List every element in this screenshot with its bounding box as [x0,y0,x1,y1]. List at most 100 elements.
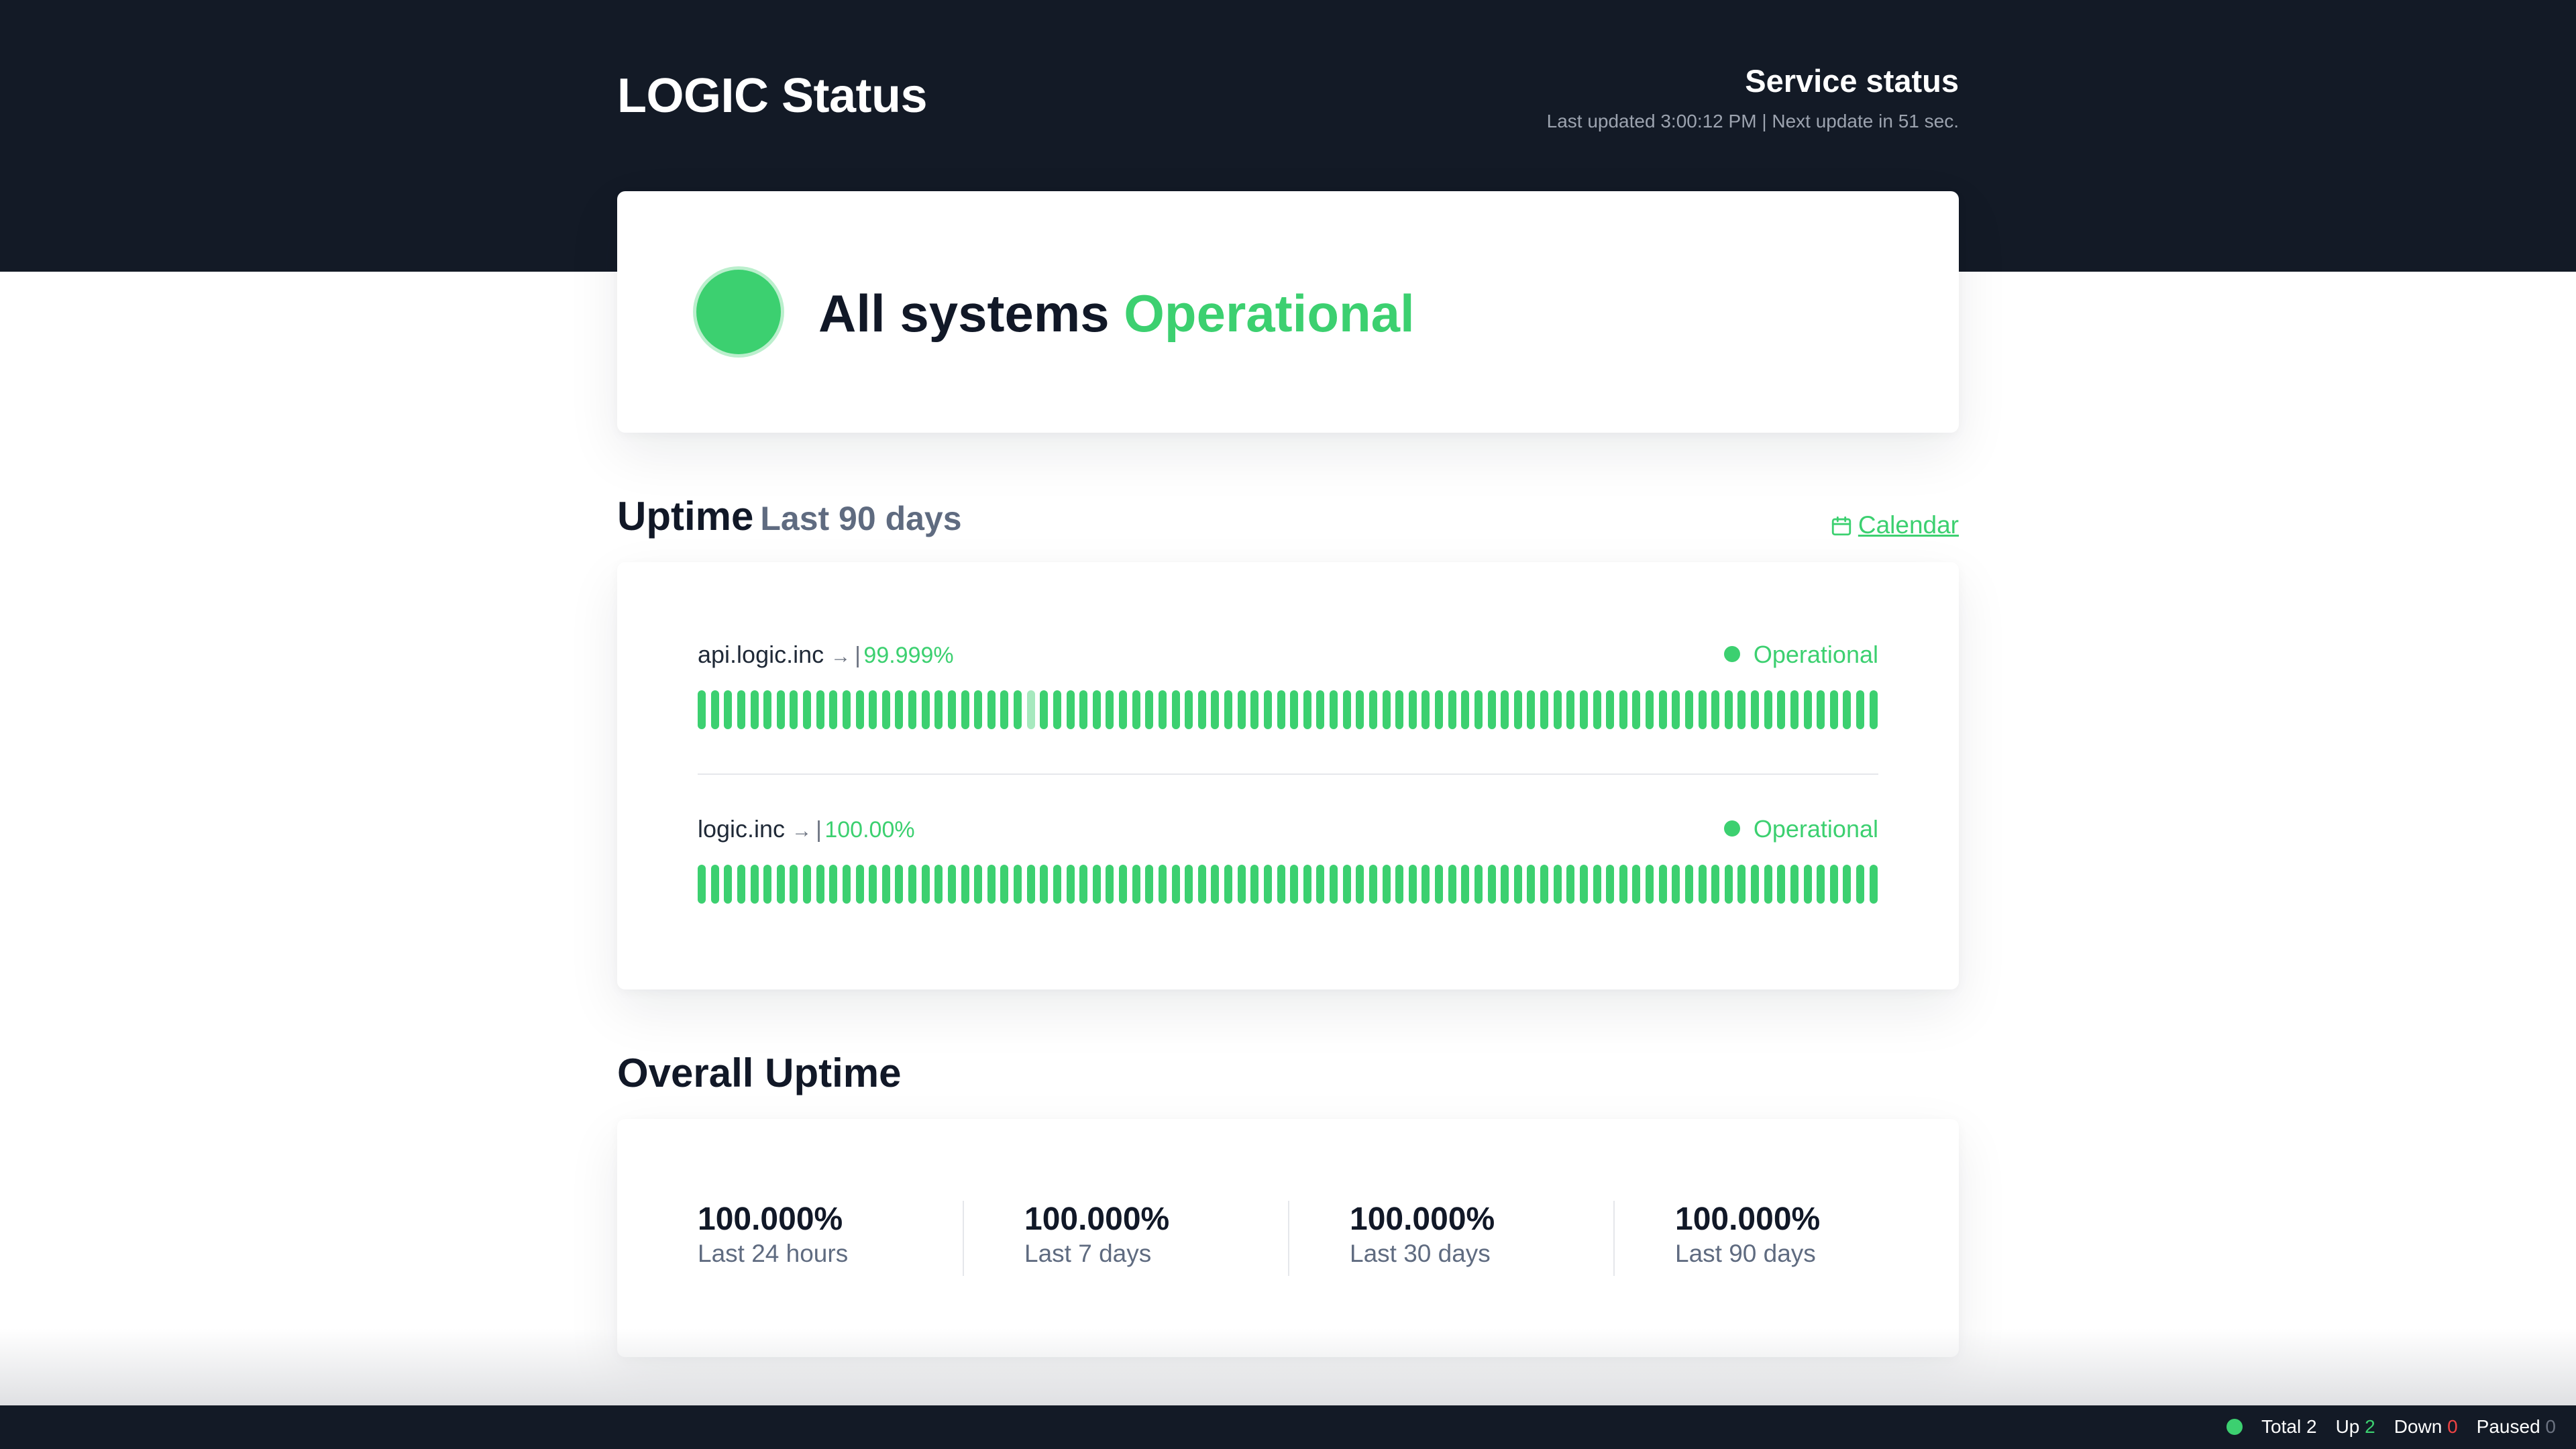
uptime-day-bar[interactable] [1382,690,1391,729]
uptime-day-bar[interactable] [763,690,772,729]
uptime-day-bar[interactable] [1092,690,1101,729]
uptime-day-bar[interactable] [1171,690,1180,729]
uptime-day-bar[interactable] [855,690,864,729]
uptime-day-bar[interactable] [1435,690,1443,729]
uptime-day-bar[interactable] [1869,865,1878,904]
uptime-day-bar[interactable] [974,865,983,904]
uptime-day-bar[interactable] [1000,690,1009,729]
uptime-day-bar[interactable] [1777,690,1786,729]
uptime-day-bar[interactable] [1368,865,1377,904]
uptime-day-bar[interactable] [1211,865,1220,904]
uptime-day-bar[interactable] [1579,690,1588,729]
uptime-day-bar[interactable] [961,865,969,904]
uptime-day-bar[interactable] [987,865,996,904]
uptime-day-bar[interactable] [947,865,956,904]
uptime-day-bar[interactable] [816,865,824,904]
uptime-day-bar[interactable] [1421,690,1430,729]
uptime-day-bar[interactable] [1211,690,1220,729]
uptime-day-bar[interactable] [1790,690,1799,729]
uptime-day-bar[interactable] [1224,865,1232,904]
uptime-day-bar[interactable] [1817,690,1825,729]
uptime-day-bar[interactable] [1395,690,1404,729]
uptime-day-bar[interactable] [1843,865,1851,904]
uptime-day-bar[interactable] [1829,690,1838,729]
uptime-day-bar[interactable] [1145,865,1154,904]
uptime-day-bar[interactable] [1540,690,1548,729]
uptime-day-bar[interactable] [1474,690,1483,729]
uptime-day-bar[interactable] [1474,865,1483,904]
uptime-day-bar[interactable] [1290,865,1299,904]
uptime-day-bar[interactable] [1646,865,1654,904]
uptime-day-bar[interactable] [1487,690,1496,729]
uptime-day-bar[interactable] [1171,865,1180,904]
uptime-day-bar[interactable] [1540,865,1548,904]
uptime-day-bar[interactable] [1197,865,1206,904]
uptime-day-bar[interactable] [1869,690,1878,729]
uptime-day-bar[interactable] [1197,690,1206,729]
uptime-day-bar[interactable] [829,865,838,904]
uptime-day-bar[interactable] [1421,865,1430,904]
uptime-day-bar[interactable] [1764,690,1772,729]
uptime-day-bar[interactable] [1106,865,1114,904]
uptime-day-bar[interactable] [1632,690,1641,729]
uptime-day-bar[interactable] [1263,690,1272,729]
uptime-day-bar[interactable] [1803,865,1812,904]
uptime-day-bar[interactable] [881,690,890,729]
uptime-day-bar[interactable] [1711,690,1720,729]
uptime-day-bar[interactable] [1737,865,1746,904]
calendar-link[interactable]: Calendar [1830,511,1959,539]
uptime-day-bar[interactable] [1316,690,1325,729]
uptime-day-bar[interactable] [947,690,956,729]
uptime-day-bar[interactable] [1856,690,1864,729]
uptime-day-bar[interactable] [1224,690,1232,729]
uptime-day-bar[interactable] [1527,690,1536,729]
uptime-day-bar[interactable] [1513,690,1522,729]
uptime-day-bar[interactable] [1368,690,1377,729]
uptime-day-bar[interactable] [1053,865,1061,904]
uptime-day-bar[interactable] [1724,690,1733,729]
uptime-day-bar[interactable] [1619,865,1627,904]
uptime-day-bar[interactable] [1684,690,1693,729]
uptime-day-bar[interactable] [1843,690,1851,729]
uptime-day-bar[interactable] [1342,690,1351,729]
uptime-day-bar[interactable] [803,865,811,904]
uptime-day-bar[interactable] [1066,690,1075,729]
uptime-day-bar[interactable] [1066,865,1075,904]
uptime-day-bar[interactable] [1606,690,1615,729]
uptime-day-bar[interactable] [1026,865,1035,904]
uptime-day-bar[interactable] [1382,865,1391,904]
uptime-day-bar[interactable] [1803,690,1812,729]
uptime-day-bar[interactable] [1000,865,1009,904]
uptime-day-bar[interactable] [1553,690,1562,729]
uptime-day-bar[interactable] [1527,865,1536,904]
uptime-day-bar[interactable] [776,865,785,904]
uptime-day-bar[interactable] [1263,865,1272,904]
uptime-day-bar[interactable] [1658,690,1667,729]
uptime-day-bar[interactable] [921,865,930,904]
uptime-day-bar[interactable] [1277,865,1285,904]
uptime-day-bar[interactable] [1395,865,1404,904]
uptime-day-bar[interactable] [1316,865,1325,904]
uptime-day-bar[interactable] [987,690,996,729]
uptime-day-bar[interactable] [698,865,706,904]
uptime-day-bar[interactable] [921,690,930,729]
uptime-day-bar[interactable] [1448,865,1456,904]
uptime-day-bar[interactable] [1053,690,1061,729]
uptime-day-bar[interactable] [934,690,943,729]
uptime-day-bar[interactable] [869,690,877,729]
uptime-day-bar[interactable] [842,690,851,729]
uptime-day-bar[interactable] [1698,865,1707,904]
uptime-day-bar[interactable] [750,690,759,729]
uptime-day-bar[interactable] [1040,690,1049,729]
uptime-day-bar[interactable] [790,865,798,904]
uptime-day-bar[interactable] [1501,865,1509,904]
uptime-day-bar[interactable] [1513,865,1522,904]
uptime-day-bar[interactable] [855,865,864,904]
uptime-day-bar[interactable] [1593,865,1601,904]
uptime-day-bar[interactable] [908,690,916,729]
arrow-right-icon[interactable]: → [830,645,851,667]
uptime-day-bar[interactable] [1330,690,1338,729]
uptime-day-bar[interactable] [974,690,983,729]
uptime-day-bar[interactable] [737,865,745,904]
uptime-day-bar[interactable] [1817,865,1825,904]
